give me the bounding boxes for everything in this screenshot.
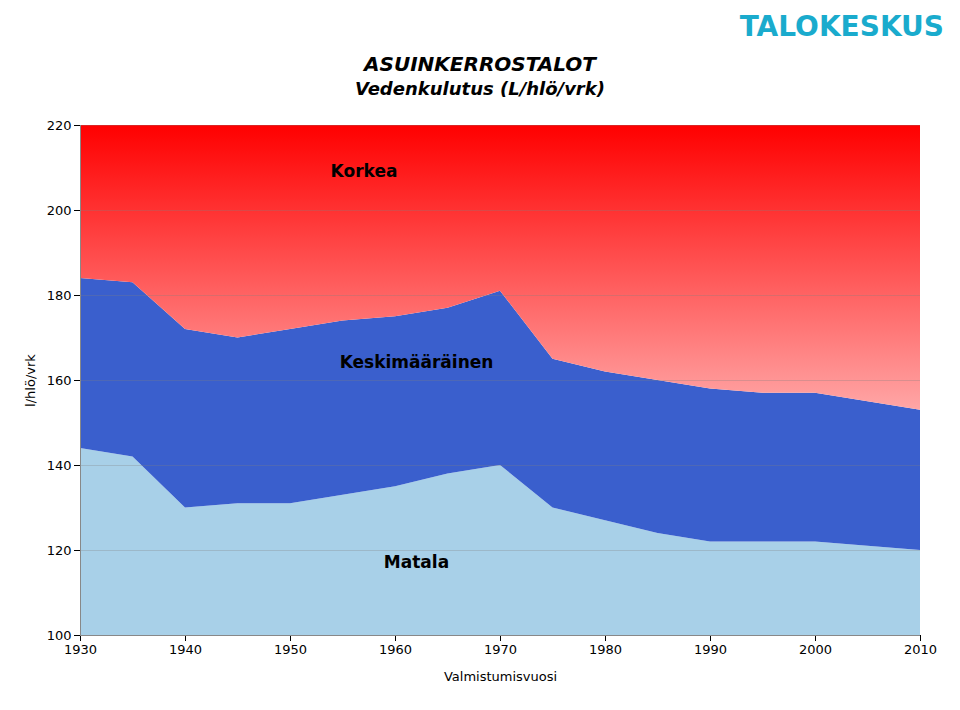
svg-text:1970: 1970	[484, 642, 517, 657]
svg-text:1930: 1930	[64, 642, 97, 657]
svg-text:Korkea: Korkea	[331, 161, 398, 181]
svg-text:200: 200	[47, 203, 72, 218]
svg-text:Matala: Matala	[384, 552, 449, 572]
svg-text:Keskimääräinen: Keskimääräinen	[340, 352, 494, 372]
svg-text:l/hlö/vrk: l/hlö/vrk	[23, 354, 38, 407]
svg-text:1960: 1960	[379, 642, 412, 657]
svg-text:220: 220	[47, 118, 72, 133]
svg-text:140: 140	[47, 458, 72, 473]
svg-text:1950: 1950	[274, 642, 307, 657]
svg-text:2000: 2000	[799, 642, 832, 657]
html-text:ASUINKERROSTALOT: ASUINKERROSTALOT	[364, 52, 596, 76]
svg-text:Valmistumisvuosi: Valmistumisvuosi	[444, 669, 557, 684]
html-text:Vedenkulutus (L/hlö/vrk): Vedenkulutus (L/hlö/vrk)	[355, 78, 605, 99]
svg-text:2010: 2010	[904, 642, 937, 657]
svg-text:160: 160	[47, 373, 72, 388]
svg-text:180: 180	[47, 288, 72, 303]
svg-text:100: 100	[47, 628, 72, 643]
svg-text:1990: 1990	[694, 642, 727, 657]
html-text:TALOKESKUS: TALOKESKUS	[739, 10, 944, 43]
svg-text:120: 120	[47, 543, 72, 558]
svg-text:1980: 1980	[589, 642, 622, 657]
svg-text:1940: 1940	[169, 642, 202, 657]
